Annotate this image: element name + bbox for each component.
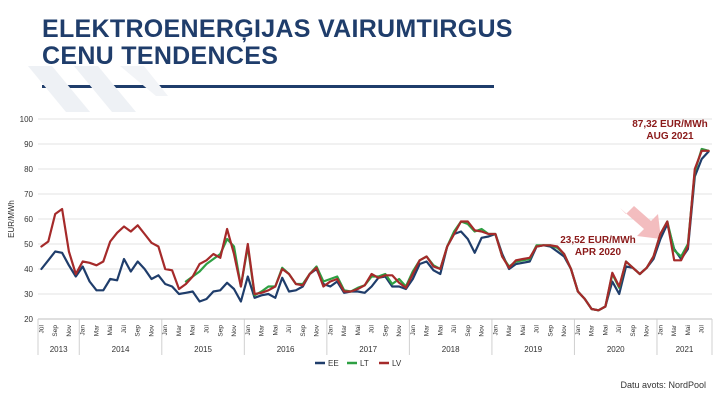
x-tick-label: Jūl [451, 324, 458, 333]
y-tick-label: 50 [24, 240, 33, 249]
title-line-1: ELEKTROENERĢIJAS VAIRUMTIRGUS [42, 15, 513, 43]
x-tick-label: Jan [162, 325, 169, 336]
x-tick-label: Jūl [616, 324, 623, 333]
year-label: 2016 [277, 345, 295, 354]
y-axis-title: EUR/MWh [7, 200, 16, 238]
x-tick-label: Mar [671, 324, 678, 336]
x-tick-label: Jan [657, 325, 664, 336]
x-tick-label: Sep [465, 325, 472, 337]
year-label: 2017 [359, 345, 377, 354]
y-tick-label: 70 [24, 190, 33, 199]
x-tick-label: Mai [520, 325, 527, 335]
x-tick-label: Sep [135, 325, 142, 337]
x-tick-label: Jūl [204, 324, 211, 333]
y-tick-label: 60 [24, 215, 33, 224]
y-tick-label: 40 [24, 265, 33, 274]
annotation-value: 87,32 EUR/MWh [632, 119, 708, 130]
x-tick-label: Sep [547, 325, 554, 337]
x-tick-label: Mar [506, 324, 513, 336]
x-tick-label: Mai [107, 325, 114, 335]
y-tick-label: 100 [20, 115, 34, 124]
series-line-lv [40, 149, 710, 312]
x-tick-label: Mar [259, 324, 266, 336]
x-tick-label: Mar [424, 324, 431, 336]
x-tick-label: Jūl [286, 324, 293, 333]
x-tick-label: Sep [52, 325, 59, 337]
legend-label: LV [392, 359, 402, 368]
brand-watermark-logo [28, 66, 168, 112]
x-tick-label: Sep [630, 325, 637, 337]
trend-arrow-icon [620, 206, 661, 239]
x-tick-label: Mar [341, 324, 348, 336]
year-label: 2019 [524, 345, 542, 354]
x-tick-label: Nov [231, 324, 238, 336]
y-tick-label: 80 [24, 165, 33, 174]
x-tick-label: Sep [300, 325, 307, 337]
x-tick-label: Sep [382, 325, 389, 337]
x-tick-label: Mar [589, 324, 596, 336]
x-tick-label: Mar [93, 324, 100, 336]
x-tick-label: Mai [355, 325, 362, 335]
x-tick-label: Jūl [534, 324, 541, 333]
y-tick-label: 30 [24, 290, 33, 299]
year-label: 2021 [676, 345, 694, 354]
year-label: 2020 [607, 345, 625, 354]
price-line-chart: 20 30 40 50 60 70 80 90 100 EUR/MWh Jūl Sep Nov Jan Ma… [7, 115, 713, 368]
y-tick-label: 90 [24, 140, 33, 149]
x-tick-label: Jan [245, 325, 252, 336]
x-tick-label: Nov [148, 324, 155, 336]
x-tick-label: Jūl [38, 324, 45, 333]
series-line-lt [184, 147, 710, 312]
x-tick-label: Nov [561, 324, 568, 336]
x-tick-label: Nov [479, 324, 486, 336]
legend-label: LT [360, 359, 369, 368]
legend-label: EE [328, 359, 339, 368]
title-divider [42, 85, 494, 88]
x-tick-label: Mai [685, 325, 692, 335]
year-label: 2014 [112, 345, 130, 354]
x-tick-label: Mai [437, 325, 444, 335]
title-line-2: CENU TENDENCES [42, 42, 279, 70]
x-tick-label: Jūl [369, 324, 376, 333]
x-tick-label: Nov [396, 324, 403, 336]
page-title: ELEKTROENERĢIJAS VAIRUMTIRGUS CENU TENDE… [42, 16, 513, 70]
year-label: 2013 [50, 345, 68, 354]
x-tick-label: Mai [602, 325, 609, 335]
x-tick-label: Jan [327, 325, 334, 336]
x-tick-label: Nov [66, 324, 73, 336]
annotation-date: APR 2020 [575, 247, 622, 258]
x-tick-label: Mai [272, 325, 279, 335]
x-tick-label: Nov [644, 324, 651, 336]
x-tick-label: Nov [314, 324, 321, 336]
x-tick-label: Jūl [699, 324, 706, 333]
y-tick-label: 20 [24, 315, 33, 324]
x-tick-label: Sep [217, 325, 224, 337]
x-tick-label: Jan [575, 325, 582, 336]
year-label: 2018 [442, 345, 460, 354]
x-tick-label: Jan [80, 325, 87, 336]
source-note: Datu avots: NordPool [620, 380, 706, 390]
annotation-date: AUG 2021 [646, 131, 694, 142]
x-tick-label: Jūl [121, 324, 128, 333]
x-tick-label: Mar [176, 324, 183, 336]
x-tick-label: Mai [190, 325, 197, 335]
x-tick-label: Jan [492, 325, 499, 336]
x-tick-label: Jan [410, 325, 417, 336]
year-label: 2015 [194, 345, 212, 354]
annotation-value: 23,52 EUR/MWh [560, 235, 636, 246]
